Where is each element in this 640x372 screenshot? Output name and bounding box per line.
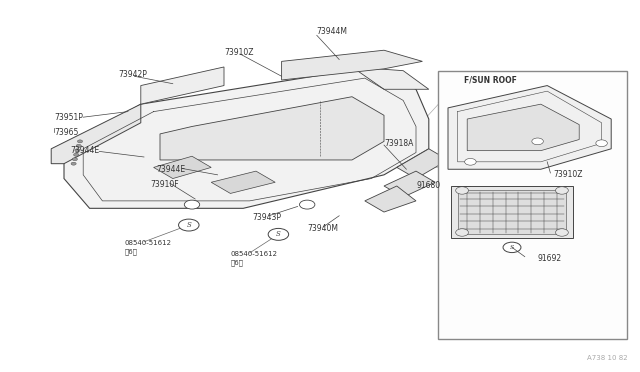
Polygon shape <box>352 67 429 89</box>
Polygon shape <box>51 104 141 164</box>
Polygon shape <box>384 171 435 197</box>
Circle shape <box>300 200 315 209</box>
Circle shape <box>465 158 476 165</box>
Text: 73943P: 73943P <box>253 213 282 222</box>
Text: 08540-51612
（6）: 08540-51612 （6） <box>125 240 172 255</box>
Text: 73910F: 73910F <box>150 180 179 189</box>
Circle shape <box>456 187 468 194</box>
Polygon shape <box>397 149 448 179</box>
Circle shape <box>268 228 289 240</box>
Text: 73940M: 73940M <box>307 224 338 233</box>
Circle shape <box>74 153 79 156</box>
Circle shape <box>532 138 543 145</box>
Polygon shape <box>458 190 566 234</box>
Polygon shape <box>154 156 211 179</box>
Text: S: S <box>510 245 514 250</box>
Polygon shape <box>451 186 573 238</box>
Circle shape <box>456 229 468 236</box>
Circle shape <box>72 158 77 161</box>
Polygon shape <box>365 186 416 212</box>
Polygon shape <box>141 67 224 104</box>
Polygon shape <box>64 67 429 208</box>
Circle shape <box>184 200 200 209</box>
Text: S: S <box>186 221 191 229</box>
Circle shape <box>77 140 83 143</box>
Text: 73944E: 73944E <box>157 165 186 174</box>
Text: 73910Z: 73910Z <box>554 170 583 179</box>
Circle shape <box>503 242 521 253</box>
Text: 73944E: 73944E <box>70 146 100 155</box>
Text: A738 10 82: A738 10 82 <box>587 355 627 361</box>
Circle shape <box>556 187 568 194</box>
Circle shape <box>596 140 607 147</box>
Text: 73910Z: 73910Z <box>224 48 253 57</box>
Text: 91692: 91692 <box>538 254 562 263</box>
Text: F/SUN ROOF: F/SUN ROOF <box>464 76 517 84</box>
Polygon shape <box>211 171 275 193</box>
Text: 91680: 91680 <box>416 182 440 190</box>
Polygon shape <box>467 104 579 151</box>
Polygon shape <box>282 50 422 80</box>
Polygon shape <box>160 97 384 160</box>
Text: 08540-51612
（6）: 08540-51612 （6） <box>230 251 277 266</box>
Text: S: S <box>276 230 281 238</box>
Circle shape <box>75 149 80 152</box>
Text: 73965: 73965 <box>54 128 79 137</box>
Circle shape <box>76 144 81 147</box>
Text: 73918A: 73918A <box>384 139 413 148</box>
Circle shape <box>71 162 76 165</box>
Text: 73942P: 73942P <box>118 70 147 79</box>
Text: 73944M: 73944M <box>317 27 348 36</box>
Circle shape <box>179 219 199 231</box>
Polygon shape <box>448 86 611 169</box>
Circle shape <box>556 229 568 236</box>
Text: 73951P: 73951P <box>54 113 83 122</box>
Bar <box>438 71 627 339</box>
